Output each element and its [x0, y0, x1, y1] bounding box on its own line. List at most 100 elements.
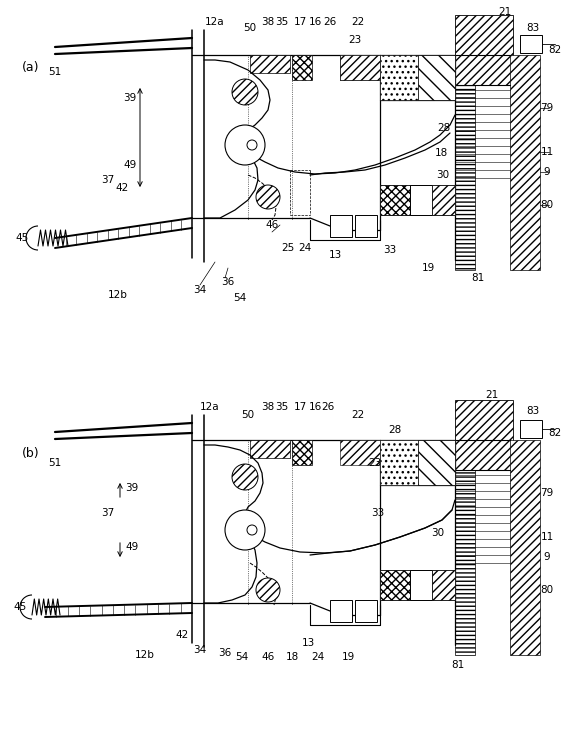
- Circle shape: [232, 464, 258, 490]
- Text: 36: 36: [221, 277, 235, 287]
- Text: 39: 39: [124, 93, 137, 103]
- Bar: [340, 440, 380, 465]
- Text: 11: 11: [540, 532, 554, 542]
- Text: 45: 45: [13, 602, 26, 612]
- Text: 83: 83: [526, 406, 539, 416]
- Bar: [520, 420, 542, 438]
- Text: 45: 45: [16, 233, 29, 243]
- Bar: [250, 55, 290, 73]
- Circle shape: [256, 185, 280, 209]
- Circle shape: [247, 140, 257, 150]
- Circle shape: [247, 525, 257, 535]
- Circle shape: [256, 578, 280, 602]
- Text: (a): (a): [22, 61, 40, 75]
- Bar: [380, 185, 410, 215]
- Bar: [380, 55, 418, 100]
- Text: 12b: 12b: [135, 650, 155, 660]
- Text: 22: 22: [351, 17, 365, 27]
- Circle shape: [232, 79, 258, 105]
- Text: 79: 79: [540, 103, 554, 113]
- Bar: [380, 570, 455, 600]
- Text: 22: 22: [351, 410, 365, 420]
- Text: 80: 80: [540, 585, 554, 595]
- Text: 42: 42: [175, 630, 189, 640]
- Text: 18: 18: [285, 652, 298, 662]
- Bar: [380, 570, 410, 600]
- Text: 54: 54: [233, 293, 247, 303]
- Text: 21: 21: [485, 390, 499, 400]
- Text: 24: 24: [298, 243, 312, 253]
- Bar: [292, 55, 312, 80]
- Bar: [330, 215, 352, 237]
- Bar: [432, 570, 455, 600]
- Bar: [340, 55, 380, 80]
- Text: 34: 34: [193, 645, 206, 655]
- Text: 26: 26: [321, 402, 335, 412]
- Text: 12b: 12b: [108, 290, 128, 300]
- Text: 36: 36: [218, 648, 232, 658]
- Text: 83: 83: [526, 23, 539, 33]
- Text: 37: 37: [101, 175, 114, 185]
- Text: 13: 13: [328, 250, 342, 260]
- Text: 38: 38: [262, 402, 275, 412]
- Text: 24: 24: [312, 652, 325, 662]
- Text: 80: 80: [540, 200, 554, 210]
- Text: 38: 38: [262, 17, 275, 27]
- Bar: [432, 185, 455, 215]
- Text: 19: 19: [421, 263, 435, 273]
- Text: 50: 50: [242, 410, 255, 420]
- Bar: [455, 85, 475, 270]
- Text: 13: 13: [301, 638, 315, 648]
- Text: 17: 17: [293, 17, 306, 27]
- Bar: [410, 570, 432, 600]
- Circle shape: [225, 125, 265, 165]
- Bar: [410, 185, 432, 215]
- Bar: [330, 600, 352, 622]
- Text: 82: 82: [549, 428, 562, 438]
- Bar: [250, 440, 290, 458]
- Text: 49: 49: [125, 542, 139, 552]
- Text: 26: 26: [323, 17, 336, 27]
- Text: 82: 82: [549, 45, 562, 55]
- Text: 50: 50: [243, 23, 256, 33]
- Text: (b): (b): [22, 447, 40, 460]
- Text: 30: 30: [436, 170, 450, 180]
- Text: 9: 9: [544, 552, 550, 562]
- Bar: [510, 55, 540, 270]
- Text: 34: 34: [193, 285, 206, 295]
- Text: 11: 11: [540, 147, 554, 157]
- Bar: [520, 35, 542, 53]
- Text: 21: 21: [499, 7, 512, 17]
- Text: 35: 35: [275, 402, 289, 412]
- Bar: [292, 440, 312, 465]
- Bar: [455, 470, 475, 655]
- Text: 51: 51: [48, 458, 62, 468]
- Text: 35: 35: [275, 17, 289, 27]
- Text: 19: 19: [342, 652, 355, 662]
- Text: 33: 33: [384, 245, 397, 255]
- Bar: [455, 400, 513, 470]
- Text: 12a: 12a: [200, 402, 220, 412]
- Text: 33: 33: [371, 508, 385, 518]
- Text: 17: 17: [293, 402, 306, 412]
- Text: 23: 23: [369, 458, 382, 468]
- Text: 28: 28: [438, 123, 451, 133]
- Bar: [380, 185, 455, 215]
- Bar: [455, 15, 513, 85]
- Text: 9: 9: [544, 167, 550, 177]
- Text: 46: 46: [262, 652, 275, 662]
- Text: 30: 30: [431, 528, 444, 538]
- Text: 42: 42: [116, 183, 129, 193]
- Text: 16: 16: [308, 17, 321, 27]
- Text: 49: 49: [124, 160, 137, 170]
- Text: 37: 37: [101, 508, 114, 518]
- Text: 81: 81: [451, 660, 465, 670]
- Bar: [355, 215, 377, 237]
- Bar: [510, 440, 540, 655]
- Bar: [418, 55, 455, 100]
- Circle shape: [225, 510, 265, 550]
- Text: 54: 54: [235, 652, 248, 662]
- Text: 79: 79: [540, 488, 554, 498]
- Text: 18: 18: [434, 148, 447, 158]
- Bar: [380, 440, 418, 485]
